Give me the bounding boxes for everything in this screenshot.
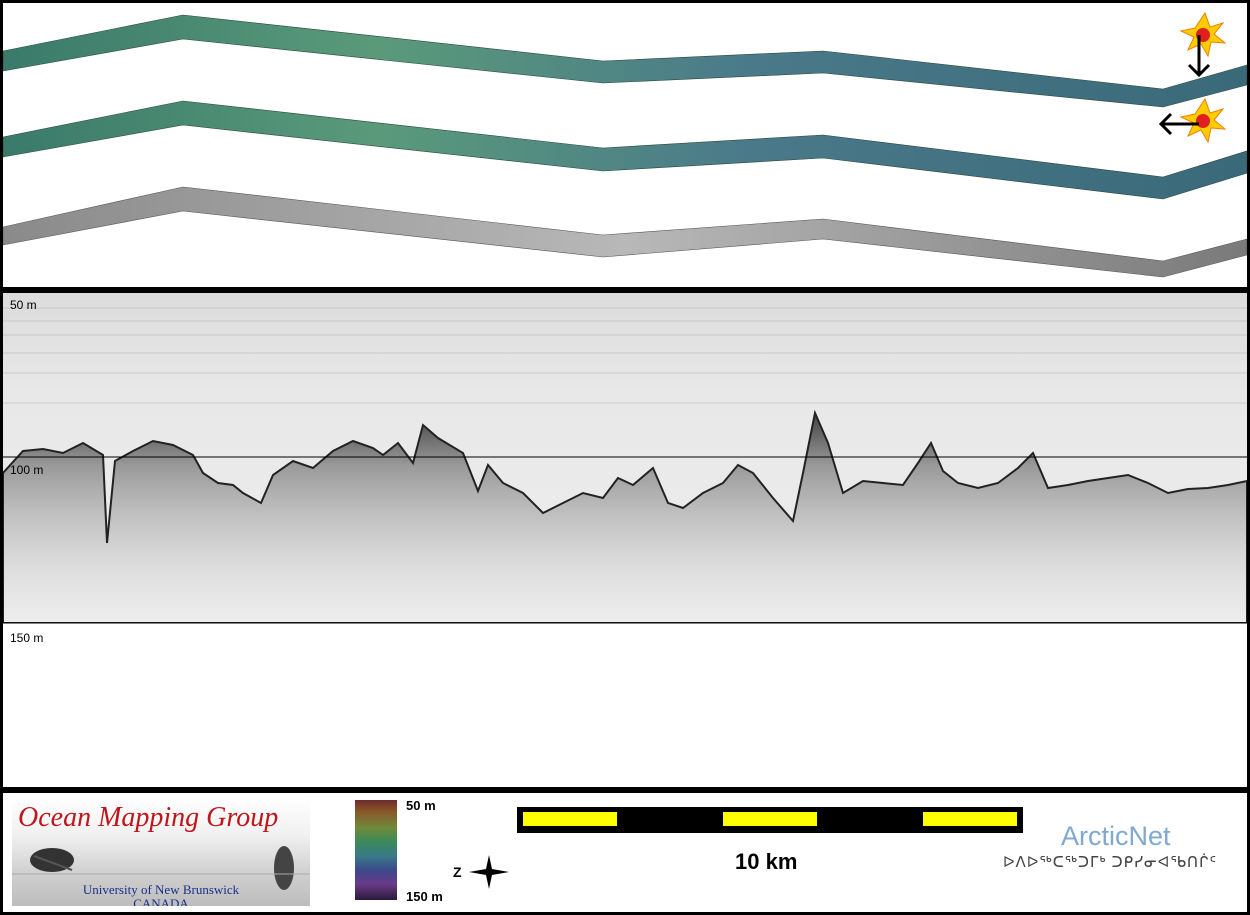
scale-bar-label: 10 km: [735, 849, 798, 874]
depth-label-100m: 100 m: [10, 463, 44, 477]
swath-map-panel: [2, 3, 1248, 287]
arcticnet-syllabics: ᐅᐱᐅᖅᑕᖅᑐᒥᒃ ᑐᑭᓯᓂᐊᖃᑎᒌᑦ: [1003, 854, 1217, 871]
scale-bar-segment-2: [723, 812, 817, 826]
logo-subtitle-country: CANADA: [133, 896, 189, 906]
north-arrow-icon: Z: [453, 855, 509, 889]
bathymetry-strip-2: [2, 100, 1248, 200]
ocean-mapping-group-logo: Ocean Mapping Group University of New Br…: [12, 798, 310, 906]
depth-label-150m: 150 m: [10, 631, 44, 645]
subbottom-profile-panel: 50 m 100 m 150 m: [1, 293, 1248, 787]
below-profile-area: [3, 623, 1247, 787]
arrow-left-icon: [1158, 112, 1199, 136]
depth-colorbar: [355, 800, 397, 900]
scale-bar: [517, 807, 1023, 833]
colorbar-top-label: 50 m: [406, 798, 436, 813]
arcticnet-logo-title: ArcticNet: [1061, 821, 1171, 851]
bathymetry-strip-1: [2, 14, 1248, 108]
seafloor-reflector: [1, 409, 1248, 624]
logo-subtitle-university: University of New Brunswick: [82, 882, 240, 897]
logo-illustration: [12, 846, 310, 890]
compass-label: Z: [453, 864, 462, 880]
depth-label-50m: 50 m: [10, 298, 37, 312]
water-column-stripes: [3, 307, 1247, 404]
swath-strips: [2, 11, 1248, 278]
scale-bar-segment-3: [923, 812, 1017, 826]
sun-marker-1: [1179, 11, 1227, 58]
profile-image: [1, 293, 1248, 787]
footer-panel: Ocean Mapping Group University of New Br…: [3, 793, 1247, 912]
scale-bar-segment-1: [523, 812, 617, 826]
sun-marker-2: [1179, 97, 1227, 144]
backscatter-strip: [2, 186, 1248, 278]
arrow-down-icon: [1187, 35, 1211, 78]
colorbar-bottom-label: 150 m: [406, 889, 443, 904]
logo-title: Ocean Mapping Group: [18, 802, 279, 833]
